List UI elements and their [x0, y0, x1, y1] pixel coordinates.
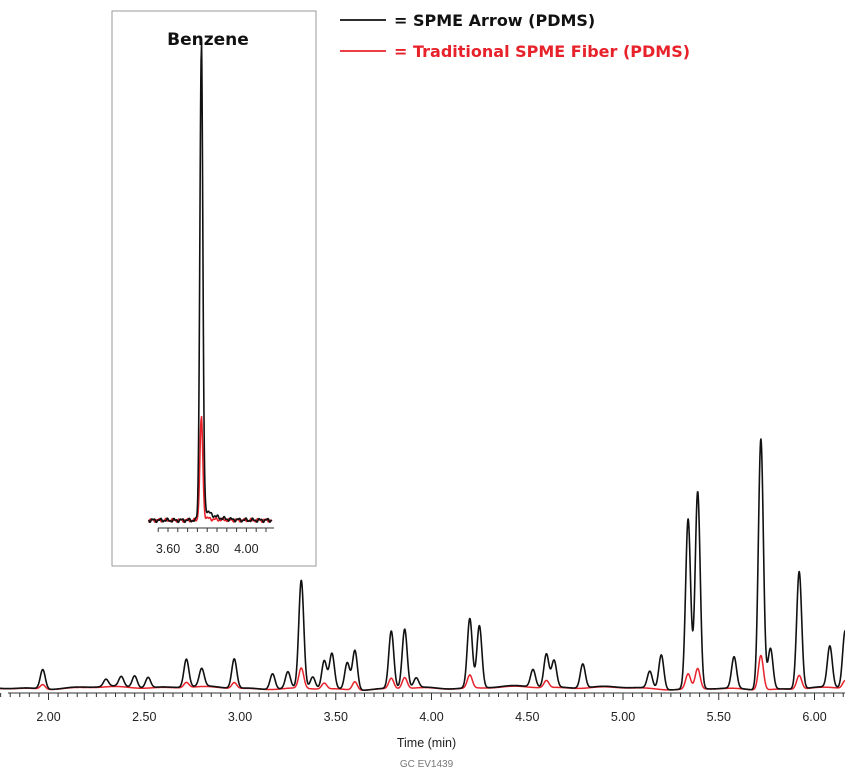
- x-tick-label: 6.00: [802, 710, 826, 724]
- x-tick-label: 5.50: [707, 710, 731, 724]
- inset-x-tick-label: 3.60: [156, 542, 180, 556]
- legend-entry-spme-arrow: = SPME Arrow (PDMS): [394, 11, 595, 30]
- x-axis: 2.002.503.003.504.004.505.005.506.006.50…: [0, 692, 845, 770]
- inset-frame: [111, 10, 317, 567]
- x-tick-label: 4.00: [419, 710, 443, 724]
- x-axis-tick-labels: 2.002.503.003.504.004.505.005.506.006.50…: [36, 710, 826, 724]
- inset-series-line-spme-arrow: [147, 41, 273, 524]
- plot-area: [0, 438, 845, 692]
- x-tick-label: 3.00: [228, 710, 252, 724]
- series-line-spme-arrow: [0, 438, 845, 692]
- inset-x-axis-tick-labels: 3.60 3.80 4.00: [156, 542, 259, 556]
- inset-x-tick-label: 4.00: [234, 542, 258, 556]
- x-tick-label: 5.00: [611, 710, 635, 724]
- inset-benzene-panel: Benzene 3.60 3.80 4.00: [111, 10, 317, 567]
- x-axis-ticks: [0, 693, 844, 700]
- legend-entry-traditional-fiber: = Traditional SPME Fiber (PDMS): [394, 42, 690, 61]
- inset-x-tick-label: 3.80: [195, 542, 219, 556]
- x-tick-label: 3.50: [324, 710, 348, 724]
- x-tick-label: 4.50: [515, 710, 539, 724]
- x-tick-label: 2.50: [132, 710, 156, 724]
- legend: = SPME Arrow (PDMS) = Traditional SPME F…: [340, 11, 690, 61]
- figure-code-label: GC EV1439: [400, 759, 454, 770]
- x-tick-label: 2.00: [36, 710, 60, 724]
- x-axis-title: Time (min): [397, 736, 456, 750]
- inset-title: Benzene: [167, 30, 249, 50]
- inset-x-axis-ticks: [157, 528, 267, 532]
